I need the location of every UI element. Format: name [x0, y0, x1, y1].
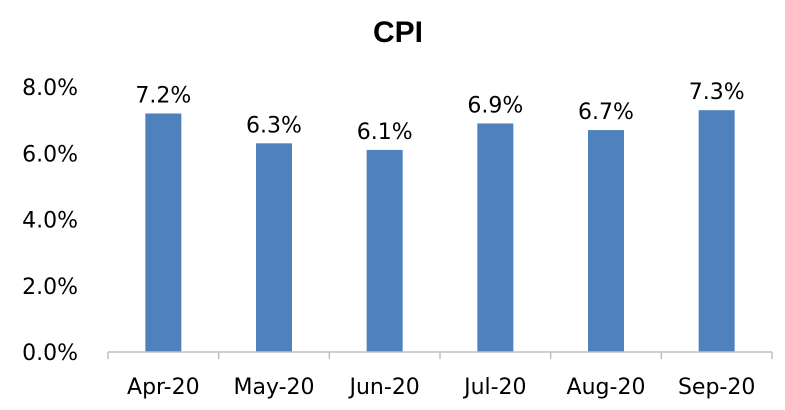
y-tick-label: 4.0% [22, 209, 78, 234]
data-labels: 7.2% 6.3% 6.1% 6.9% 6.7% 7.3% [135, 80, 744, 145]
bar [256, 143, 292, 352]
data-label: 6.7% [578, 100, 634, 125]
y-axis-ticks: 0.0% 2.0% 4.0% 6.0% 8.0% [22, 76, 78, 366]
x-tick-label: Jul-20 [462, 375, 526, 400]
data-label: 6.3% [246, 113, 302, 138]
data-label: 7.3% [689, 80, 745, 105]
x-axis-ticks: Apr-20 May-20 Jun-20 Jul-20 Aug-20 Sep-20 [127, 375, 755, 400]
bar [145, 113, 182, 352]
y-tick-label: 8.0% [22, 76, 78, 101]
x-tick-label: Jun-20 [348, 375, 420, 400]
bar-series [145, 110, 735, 352]
data-label: 7.2% [135, 84, 191, 109]
data-label: 6.1% [357, 120, 413, 145]
x-tick-label: Apr-20 [127, 375, 200, 400]
bar [366, 149, 403, 352]
x-tick-label: Aug-20 [567, 375, 646, 400]
x-tick-label: May-20 [233, 375, 314, 400]
x-tick-label: Sep-20 [678, 375, 755, 400]
x-axis [107, 351, 773, 359]
bar [588, 130, 624, 352]
y-tick-label: 2.0% [22, 275, 78, 300]
data-label: 6.9% [467, 93, 523, 118]
y-tick-label: 0.0% [22, 341, 78, 366]
bar [698, 110, 735, 352]
chart-title: CPI [373, 16, 423, 49]
y-tick-label: 6.0% [22, 142, 78, 167]
bar [477, 123, 514, 352]
